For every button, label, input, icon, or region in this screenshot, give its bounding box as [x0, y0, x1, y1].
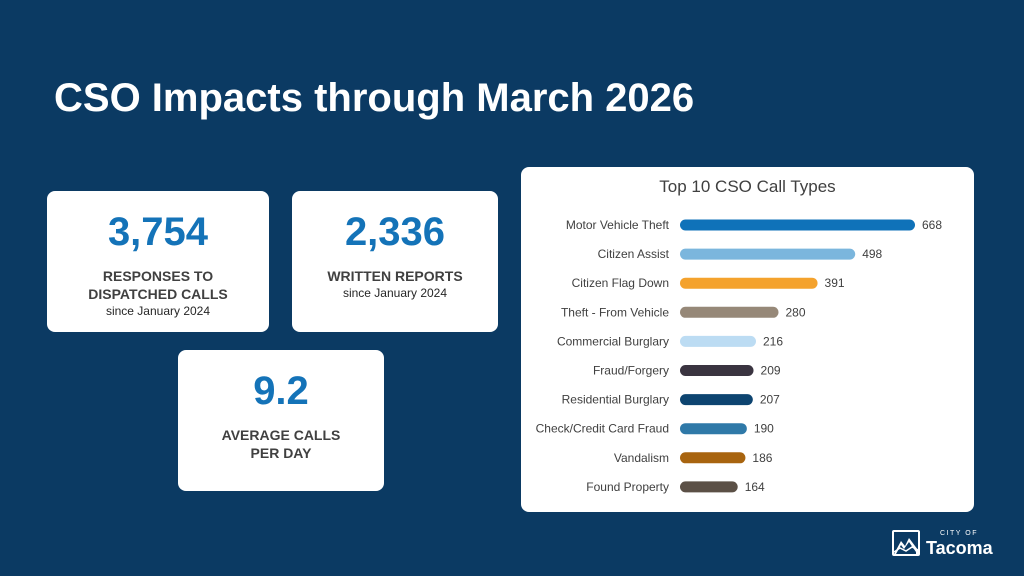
category-label: Vandalism	[614, 451, 669, 465]
bar-chart: Motor Vehicle Theft 668 Citizen Assist 498 C…	[536, 218, 943, 494]
stat-number: 9.2	[253, 369, 309, 413]
category-label: Residential Burglary	[562, 393, 669, 407]
stat-card-average: 9.2 AVERAGE CALLS PER DAY	[178, 350, 384, 491]
bar	[680, 394, 753, 406]
category-label: Citizen Flag Down	[572, 276, 669, 290]
value-label: 498	[862, 247, 882, 261]
bar	[680, 277, 818, 289]
city-logo: CITY OF Tacoma	[892, 528, 1002, 560]
chart-title: Top 10 CSO Call Types	[659, 177, 836, 196]
logo-city-text: CITY OF	[940, 530, 978, 537]
stat-number: 2,336	[344, 210, 446, 254]
value-label: 190	[754, 422, 774, 436]
bar	[680, 423, 747, 435]
bar	[680, 365, 754, 376]
category-label: Fraud/Forgery	[593, 364, 669, 378]
value-label: 186	[752, 451, 772, 465]
stat-label: RESPONSES TO DISPATCHED CALLS	[47, 267, 269, 303]
page-title: CSO Impacts through March 2026	[54, 76, 695, 120]
bar	[680, 452, 746, 464]
stat-label-line1: WRITTEN REPORTS	[327, 268, 463, 284]
stat-label: AVERAGE CALLS PER DAY	[178, 426, 384, 462]
stat-subtext: since January 2024	[105, 304, 211, 318]
value-label: 207	[760, 393, 780, 407]
bar	[680, 248, 856, 260]
value-label: 668	[922, 218, 942, 232]
value-label: 164	[745, 480, 765, 494]
bar	[680, 219, 915, 231]
value-label: 391	[825, 276, 845, 290]
stat-card-responses: 3,754 RESPONSES TO DISPATCHED CALLS sinc…	[47, 191, 269, 332]
stat-label-line1: AVERAGE CALLS	[221, 427, 341, 443]
category-label: Check/Credit Card Fraud	[536, 422, 669, 436]
stat-card-reports: 2,336 WRITTEN REPORTS since January 2024	[292, 191, 498, 332]
chart-panel: Top 10 CSO Call Types Motor Vehicle Thef…	[521, 167, 974, 512]
mountain-icon	[892, 530, 920, 556]
category-label: Commercial Burglary	[557, 334, 669, 348]
stat-label: WRITTEN REPORTS	[292, 267, 498, 285]
category-label: Motor Vehicle Theft	[566, 218, 670, 232]
stat-label-line2: DISPATCHED CALLS	[88, 286, 228, 302]
category-label: Found Property	[586, 480, 669, 494]
bar	[680, 481, 738, 493]
value-label: 216	[763, 334, 783, 348]
bar	[680, 335, 756, 347]
value-label: 209	[761, 364, 781, 378]
stat-number: 3,754	[107, 210, 209, 254]
bar	[680, 306, 779, 318]
category-label: Theft - From Vehicle	[561, 305, 669, 319]
logo-name-text: Tacoma	[926, 538, 993, 558]
stat-label-line2: PER DAY	[250, 445, 312, 461]
stat-subtext: since January 2024	[342, 286, 448, 300]
stat-label-line1: RESPONSES TO	[102, 268, 214, 284]
category-label: Citizen Assist	[598, 247, 670, 261]
value-label: 280	[786, 305, 806, 319]
